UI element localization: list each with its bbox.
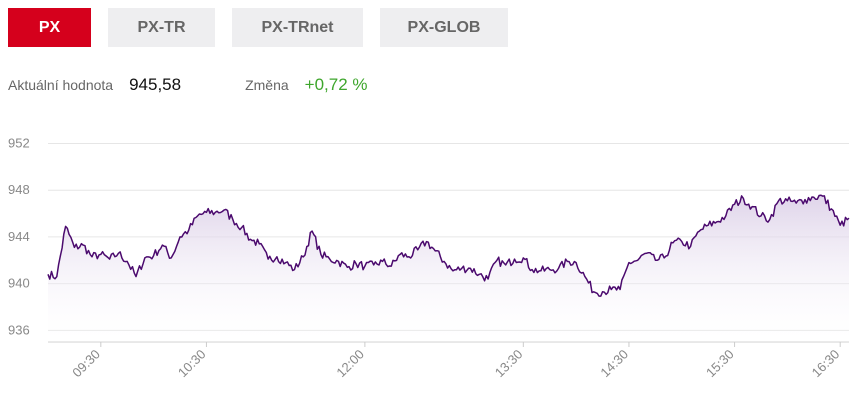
stats-bar: Aktuální hodnota 945,58 Změna +0,72 % [8,74,368,96]
change-value: +0,72 % [304,75,368,94]
tab-px[interactable]: PX [8,8,91,47]
change-label: Změna [245,77,289,93]
x-tick-label: 10:30 [175,347,209,381]
tab-px-glob[interactable]: PX-GLOB [380,8,508,47]
x-tick-label: 12:00 [333,347,367,381]
y-tick-label: 948 [8,182,30,197]
y-axis: 936 940 944 948 952 [8,136,30,338]
x-tick-label: 15:30 [703,347,737,381]
x-tick-label: 16:30 [809,347,843,381]
series-line [47,194,850,297]
series-line-path [47,194,850,297]
series-area-fill [48,195,849,342]
current-value-label: Aktuální hodnota [8,77,114,93]
x-tick-label: 09:30 [69,347,103,381]
current-value: 945,58 [129,75,182,94]
series-area [48,195,849,342]
x-tick-label: 13:30 [492,347,526,381]
tab-px-trnet[interactable]: PX-TRnet [232,8,363,47]
y-tick-label: 940 [8,276,30,291]
y-tick-label: 936 [8,322,30,337]
x-axis: 09:30 10:30 12:00 13:30 14:30 15:30 16:30 [69,342,842,380]
index-tabs: PX PX-TR PX-TRnet PX-GLOB [8,8,508,47]
y-tick-label: 952 [8,136,30,151]
y-tick-label: 944 [8,229,30,244]
tab-px-tr[interactable]: PX-TR [108,8,215,47]
x-tick-label: 14:30 [597,347,631,381]
index-chart: 936 940 944 948 952 09:30 10:30 12:00 13:30 14:3… [8,136,850,380]
